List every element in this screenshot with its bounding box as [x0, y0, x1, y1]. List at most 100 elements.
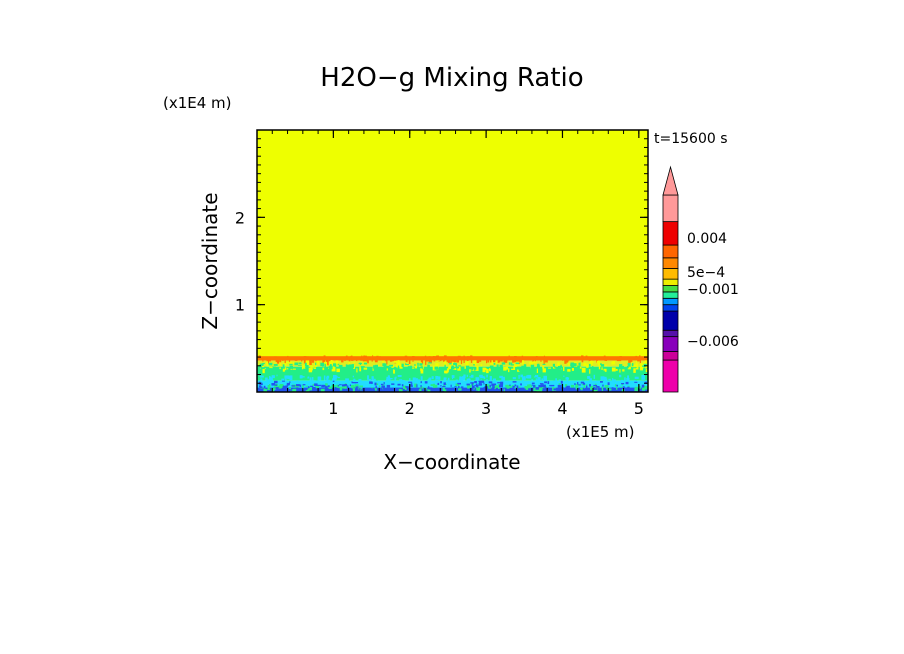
- speckle: [274, 380, 278, 384]
- speckle: [430, 357, 432, 362]
- speckle: [560, 366, 563, 369]
- speckle: [522, 360, 524, 365]
- speckle: [515, 388, 519, 392]
- speckle: [486, 358, 488, 364]
- speckle: [273, 364, 278, 366]
- speckle: [480, 363, 482, 367]
- speckle: [382, 387, 384, 390]
- speckle: [316, 367, 319, 370]
- speckle: [496, 364, 499, 369]
- speckle: [471, 366, 474, 371]
- speckle: [605, 357, 607, 361]
- speckle: [257, 365, 261, 368]
- speckle: [326, 376, 329, 381]
- speckle: [581, 355, 584, 358]
- x-tick-label: 3: [481, 399, 491, 418]
- speckle: [468, 366, 472, 369]
- speckle: [514, 359, 517, 362]
- speckle: [375, 385, 377, 389]
- speckle: [440, 381, 442, 384]
- plot-field: [257, 130, 648, 392]
- speckle: [604, 381, 606, 384]
- speckle: [417, 362, 419, 366]
- speckle: [435, 376, 439, 380]
- speckle: [488, 381, 493, 384]
- speckle: [534, 375, 539, 378]
- speckle: [373, 365, 376, 369]
- y-tick-label: 2: [235, 208, 245, 227]
- speckle: [307, 376, 310, 378]
- speckle: [470, 374, 474, 378]
- speckle: [371, 359, 373, 362]
- speckle: [457, 382, 461, 385]
- speckle: [315, 362, 317, 366]
- speckle: [482, 356, 485, 361]
- speckle: [433, 356, 436, 362]
- speckle: [509, 381, 512, 385]
- speckle: [634, 376, 639, 379]
- speckle: [518, 375, 520, 379]
- speckle: [436, 360, 440, 362]
- speckle: [566, 379, 568, 382]
- speckle: [302, 384, 306, 386]
- speckle: [522, 377, 524, 382]
- speckle: [632, 363, 634, 365]
- speckle: [537, 357, 539, 360]
- speckle: [598, 364, 602, 367]
- speckle: [634, 387, 638, 392]
- speckle: [311, 359, 315, 363]
- speckle: [289, 375, 293, 380]
- speckle: [308, 387, 312, 391]
- speckle: [635, 355, 637, 358]
- speckle: [521, 365, 524, 370]
- speckle: [420, 357, 424, 360]
- speckle: [536, 368, 538, 373]
- speckle: [379, 356, 381, 360]
- speckle: [322, 365, 324, 367]
- speckle: [634, 381, 638, 383]
- speckle: [638, 359, 640, 361]
- speckle: [633, 357, 635, 360]
- speckle: [499, 359, 501, 362]
- speckle: [271, 388, 275, 392]
- speckle: [504, 358, 508, 360]
- speckle: [558, 365, 562, 370]
- speckle: [555, 367, 558, 370]
- speckle: [467, 387, 470, 389]
- speckle: [298, 362, 302, 365]
- colorbar-level-12: [662, 244, 679, 259]
- speckle: [338, 364, 343, 368]
- speckle: [389, 364, 393, 367]
- speckle: [335, 360, 339, 365]
- speckle: [286, 361, 289, 364]
- speckle: [557, 362, 560, 364]
- speckle: [565, 387, 569, 390]
- speckle: [313, 367, 316, 369]
- speckle: [273, 367, 277, 372]
- speckle: [494, 385, 498, 390]
- speckle: [499, 384, 503, 388]
- colorbar: 0.004 5e−4−0.001 −0.006: [662, 165, 739, 393]
- speckle: [589, 369, 591, 374]
- speckle: [344, 358, 346, 361]
- speckle: [339, 386, 343, 391]
- speckle: [535, 356, 538, 360]
- speckle: [337, 382, 340, 384]
- speckle: [619, 374, 622, 378]
- speckle: [363, 355, 366, 358]
- speckle: [279, 359, 282, 363]
- speckle: [291, 385, 296, 387]
- colorbar-tick-label: 0.004: [687, 231, 727, 247]
- speckle: [494, 383, 497, 386]
- speckle: [536, 389, 541, 392]
- speckle: [422, 389, 426, 392]
- speckle: [637, 366, 639, 368]
- speckle: [330, 360, 334, 364]
- speckle: [269, 376, 272, 381]
- speckle: [383, 382, 385, 385]
- speckle: [639, 381, 644, 384]
- turbulent-layer: [257, 355, 648, 392]
- speckle: [539, 383, 544, 385]
- speckle: [337, 363, 340, 365]
- speckle: [287, 375, 291, 380]
